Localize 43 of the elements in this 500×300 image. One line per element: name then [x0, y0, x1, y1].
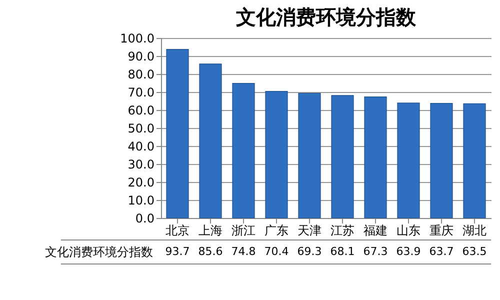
x-tick-label: 广东	[264, 224, 288, 238]
x-tick-label: 江苏	[330, 224, 354, 238]
data-label: 67.3	[363, 245, 388, 258]
x-tick-label: 山东	[396, 224, 420, 238]
chart-title: 文化消费环境分指数	[235, 5, 417, 29]
bar	[463, 103, 486, 218]
y-tick-label: 80.0	[128, 68, 154, 82]
y-tick-label: 100.0	[120, 32, 154, 46]
x-tick-label: 浙江	[232, 224, 256, 238]
data-label: 93.7	[165, 245, 190, 258]
data-label: 63.7	[429, 245, 454, 258]
data-label: 70.4	[264, 245, 289, 258]
text: 文化消费环境分指数	[45, 245, 153, 259]
data-label: 68.1	[330, 245, 355, 258]
bar	[430, 103, 453, 218]
y-tick-label: 20.0	[128, 176, 154, 190]
x-tick-label: 上海	[198, 224, 222, 238]
data-label: 69.3	[297, 245, 322, 258]
y-tick-label: 70.0	[128, 86, 154, 100]
data-label: 63.5	[462, 245, 487, 258]
x-tick-label: 天津	[298, 224, 322, 238]
y-tick-label: 30.0	[128, 158, 154, 172]
data-label: 85.6	[198, 245, 223, 258]
bar	[397, 102, 420, 218]
x-tick-label: 重庆	[430, 224, 454, 238]
y-tick-label: 40.0	[128, 140, 154, 154]
x-tick-label: 北京	[166, 224, 190, 238]
y-tick-label: 90.0	[128, 50, 154, 64]
bar	[364, 96, 387, 218]
y-tick-label: 60.0	[128, 104, 154, 118]
bar	[331, 95, 354, 218]
x-tick-label: 福建	[364, 224, 388, 238]
bar	[232, 83, 255, 218]
y-tick-label: 10.0	[128, 194, 154, 208]
x-tick-label: 湖北	[462, 224, 486, 238]
data-label: 63.9	[396, 245, 421, 258]
y-tick-label: 50.0	[128, 122, 154, 136]
bar	[199, 64, 222, 218]
bar	[298, 92, 321, 218]
y-tick-label: 0.0	[135, 212, 154, 226]
bar	[265, 90, 288, 218]
bar	[166, 49, 189, 218]
data-label: 74.8	[231, 245, 256, 258]
